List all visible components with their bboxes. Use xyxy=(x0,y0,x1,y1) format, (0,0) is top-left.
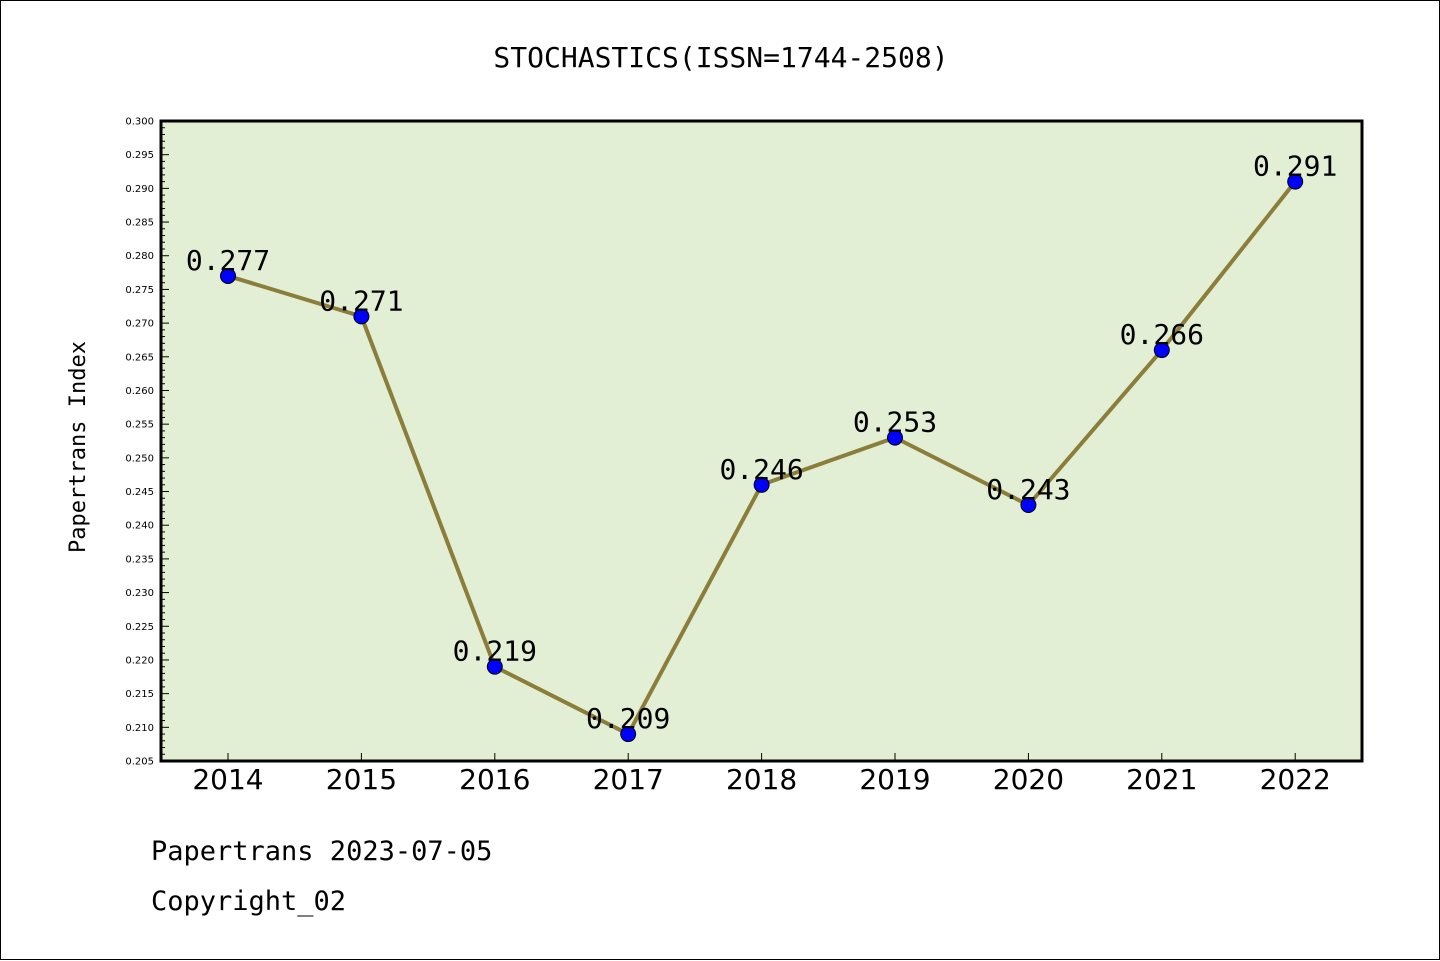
y-tick-label: 0.295 xyxy=(125,150,154,161)
y-tick-label: 0.205 xyxy=(125,757,154,768)
plot-frame xyxy=(159,119,1364,763)
x-tick-label: 2019 xyxy=(859,763,930,796)
y-tick-label: 0.235 xyxy=(125,554,154,565)
data-point xyxy=(486,658,503,675)
data-label: 0.291 xyxy=(1253,150,1337,183)
y-axis-label: Papertrans Index xyxy=(66,341,91,553)
data-label: 0.271 xyxy=(319,284,403,317)
y-tick-label: 0.300 xyxy=(125,117,154,128)
y-tick-label: 0.285 xyxy=(125,218,154,229)
chart-title: STOCHASTICS(ISSN=1744-2508) xyxy=(493,41,948,74)
data-point xyxy=(1020,497,1037,513)
y-tick-label: 0.270 xyxy=(125,319,154,330)
y-tick-label: 0.210 xyxy=(125,723,154,734)
data-point xyxy=(887,429,903,446)
y-tick-label: 0.290 xyxy=(125,184,154,195)
data-label: 0.209 xyxy=(586,702,670,735)
y-tick-label: 0.250 xyxy=(125,453,154,464)
y-tick-label: 0.220 xyxy=(125,655,154,666)
y-tick-label: 0.265 xyxy=(125,352,154,363)
data-label: 0.277 xyxy=(186,244,270,277)
y-tick-label: 0.225 xyxy=(125,622,154,633)
data-label: 0.243 xyxy=(986,473,1070,506)
plot-area xyxy=(161,121,1362,761)
y-tick-label: 0.280 xyxy=(125,251,154,262)
y-tick-label: 0.230 xyxy=(125,588,154,599)
footer-copyright: Copyright_02 xyxy=(151,886,347,917)
x-tick-label: 2018 xyxy=(726,763,797,796)
y-tick-label: 0.255 xyxy=(125,420,154,431)
data-label: 0.246 xyxy=(719,453,803,486)
data-point xyxy=(1153,342,1170,359)
footer-date: Papertrans 2023-07-05 xyxy=(151,836,493,867)
y-tick-label: 0.260 xyxy=(125,386,154,397)
y-tick-label: 0.275 xyxy=(125,285,154,296)
y-tick-label: 0.240 xyxy=(125,521,154,532)
data-point xyxy=(353,308,370,325)
data-point xyxy=(753,476,770,493)
x-tick-label: 2022 xyxy=(1260,763,1331,796)
data-point xyxy=(1287,173,1304,190)
data-point xyxy=(620,726,637,743)
x-axis: 2014 2015 2016 2017 2018 2019 2020 2021 2022 xyxy=(192,753,1331,796)
x-tick-label: 2021 xyxy=(1126,763,1197,796)
data-point xyxy=(220,267,236,284)
y-tick-label: 0.245 xyxy=(125,487,154,498)
data-label: 0.253 xyxy=(853,406,937,439)
data-label: 0.266 xyxy=(1120,318,1204,351)
y-tick-label: 0.215 xyxy=(125,689,154,700)
x-tick-label: 2017 xyxy=(593,763,664,796)
x-tick-label: 2015 xyxy=(326,763,397,796)
data-label: 0.219 xyxy=(453,635,537,668)
x-tick-label: 2014 xyxy=(192,763,263,796)
series-layer: 0.277 0.271 0.219 0.209 0.246 0.253 0.243 0.266… xyxy=(186,150,1337,743)
x-tick-label: 2016 xyxy=(459,763,530,796)
x-tick-label: 2020 xyxy=(993,763,1064,796)
